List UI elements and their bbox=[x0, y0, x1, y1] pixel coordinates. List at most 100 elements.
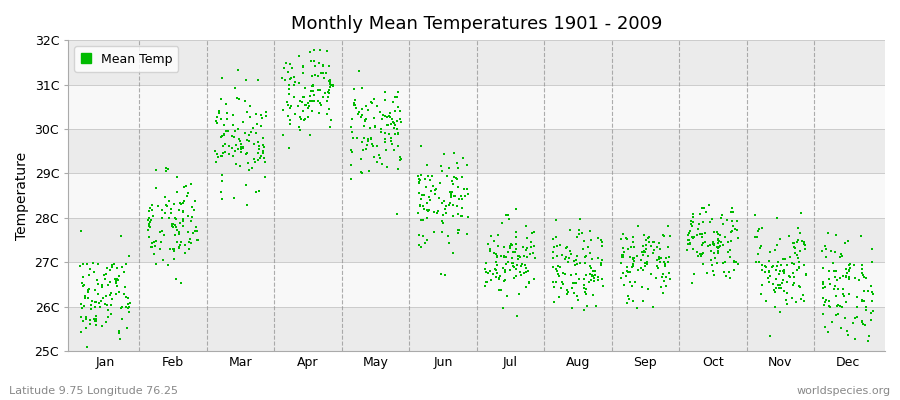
Point bbox=[781, 232, 796, 239]
Point bbox=[451, 165, 465, 172]
Point bbox=[91, 260, 105, 267]
Point bbox=[390, 94, 404, 100]
Point bbox=[238, 151, 253, 157]
Point bbox=[153, 246, 167, 252]
Point bbox=[286, 74, 301, 81]
Point bbox=[815, 248, 830, 254]
Point bbox=[639, 261, 653, 268]
Point bbox=[644, 270, 658, 277]
Point bbox=[723, 254, 737, 260]
Point bbox=[698, 230, 712, 236]
Point bbox=[74, 314, 88, 321]
Point bbox=[519, 265, 534, 271]
Point bbox=[112, 273, 127, 280]
Point bbox=[843, 265, 858, 271]
Point bbox=[283, 117, 297, 124]
Point bbox=[121, 294, 135, 301]
Point bbox=[236, 144, 250, 150]
Point bbox=[84, 302, 98, 308]
Point bbox=[148, 243, 162, 249]
Point bbox=[581, 279, 596, 285]
Point bbox=[292, 114, 307, 120]
Point bbox=[839, 266, 853, 273]
Point bbox=[282, 91, 296, 98]
Point bbox=[256, 150, 270, 156]
Point bbox=[578, 254, 592, 260]
Point bbox=[105, 264, 120, 270]
Point bbox=[229, 160, 243, 167]
Point bbox=[698, 239, 712, 246]
Point bbox=[841, 238, 855, 244]
Point bbox=[108, 276, 122, 282]
Point bbox=[310, 98, 325, 104]
Point bbox=[176, 223, 191, 230]
Point bbox=[836, 273, 850, 279]
Point bbox=[546, 255, 561, 261]
Point bbox=[357, 123, 372, 129]
Point bbox=[444, 194, 458, 200]
Point bbox=[690, 253, 705, 260]
Point bbox=[364, 99, 379, 106]
Point bbox=[547, 284, 562, 290]
Y-axis label: Temperature: Temperature bbox=[15, 152, 29, 240]
Point bbox=[794, 210, 808, 216]
Point bbox=[855, 270, 869, 276]
Point bbox=[214, 116, 229, 122]
Point bbox=[491, 287, 506, 293]
Point bbox=[378, 130, 392, 136]
Point bbox=[142, 219, 157, 225]
Point bbox=[791, 265, 806, 272]
Point bbox=[793, 284, 807, 290]
Point bbox=[442, 240, 456, 246]
Point bbox=[519, 223, 534, 229]
Point bbox=[387, 146, 401, 153]
Point bbox=[570, 253, 584, 260]
Point bbox=[258, 109, 273, 115]
Point bbox=[383, 120, 398, 127]
Point bbox=[769, 285, 783, 291]
Point bbox=[621, 293, 635, 300]
Point bbox=[188, 228, 202, 234]
Point bbox=[793, 296, 807, 302]
Point bbox=[422, 177, 436, 183]
Point bbox=[489, 251, 503, 257]
Point bbox=[646, 238, 661, 245]
Point bbox=[696, 241, 710, 248]
Point bbox=[221, 151, 236, 157]
Point bbox=[626, 282, 640, 289]
Point bbox=[662, 254, 676, 260]
Point bbox=[526, 275, 541, 282]
Point bbox=[174, 201, 188, 207]
Point bbox=[176, 200, 190, 206]
Point bbox=[561, 289, 575, 295]
Point bbox=[709, 244, 724, 251]
Point bbox=[454, 174, 469, 181]
Point bbox=[487, 250, 501, 256]
Point bbox=[819, 246, 833, 252]
Point bbox=[171, 231, 185, 238]
Point bbox=[692, 221, 706, 227]
Point bbox=[774, 284, 788, 291]
Point bbox=[99, 293, 113, 299]
Point bbox=[310, 73, 325, 79]
Point bbox=[713, 243, 727, 250]
Point bbox=[316, 62, 330, 68]
Point bbox=[693, 211, 707, 217]
Point bbox=[99, 319, 113, 325]
Point bbox=[652, 259, 667, 265]
Bar bbox=[68, 174, 885, 218]
Point bbox=[796, 240, 811, 247]
Point bbox=[838, 315, 852, 321]
Point bbox=[573, 216, 588, 222]
Point bbox=[322, 63, 337, 70]
Point bbox=[172, 229, 186, 236]
Point bbox=[661, 244, 675, 250]
Point bbox=[248, 140, 262, 147]
Point bbox=[864, 316, 878, 323]
Point bbox=[616, 252, 630, 258]
Point bbox=[380, 164, 394, 170]
Point bbox=[443, 189, 457, 196]
Point bbox=[279, 98, 293, 105]
Point bbox=[178, 250, 193, 257]
Point bbox=[212, 109, 227, 116]
